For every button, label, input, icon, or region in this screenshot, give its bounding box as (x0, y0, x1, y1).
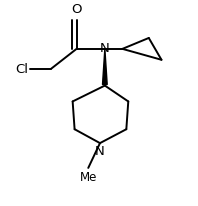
Text: Cl: Cl (16, 63, 29, 76)
Polygon shape (103, 50, 107, 85)
Text: Me: Me (80, 170, 97, 183)
Text: N: N (95, 144, 105, 157)
Text: O: O (71, 3, 82, 16)
Text: N: N (100, 42, 110, 55)
